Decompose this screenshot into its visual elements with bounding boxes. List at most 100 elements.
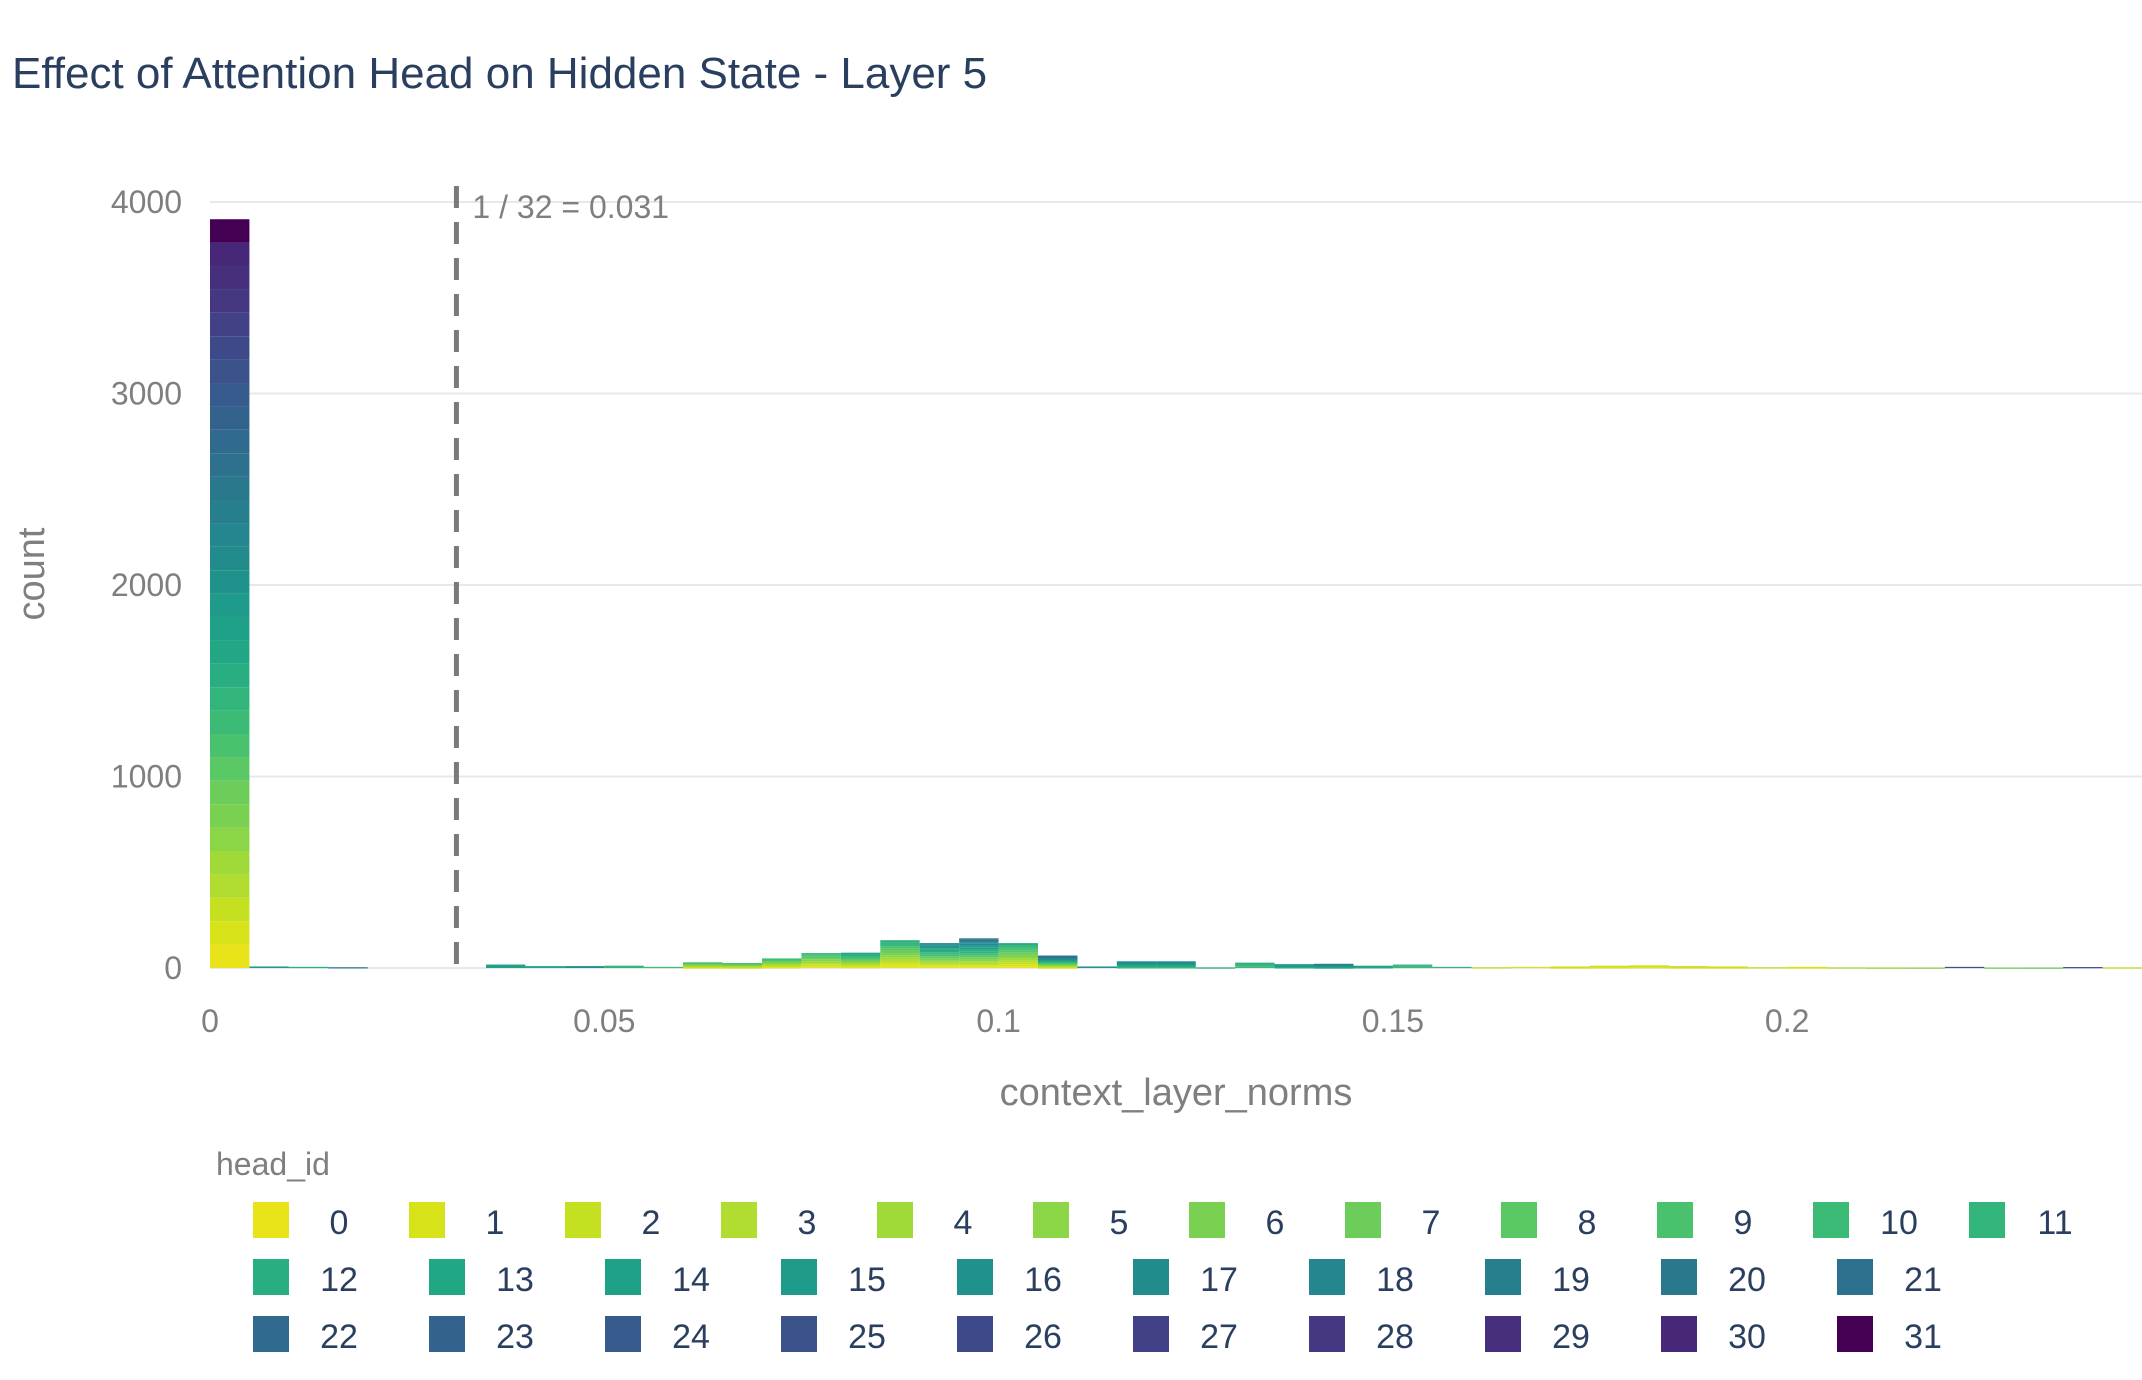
legend-item-head-11[interactable]: 11 [1969, 1202, 2073, 1242]
legend-item-head-3[interactable]: 3 [721, 1202, 816, 1242]
x-axis-title: context_layer_norms [1000, 1072, 1353, 1114]
legend-item-head-21[interactable]: 21 [1837, 1259, 1942, 1299]
legend-label: 8 [1578, 1204, 1597, 1242]
legend-swatch [605, 1316, 641, 1352]
legend-item-head-23[interactable]: 23 [429, 1316, 534, 1356]
bar-segment-head-9 [959, 954, 999, 956]
legend-item-head-28[interactable]: 28 [1309, 1316, 1414, 1356]
bar-segment-head-25 [2063, 967, 2103, 969]
legend-label: 15 [848, 1261, 886, 1299]
legend-item-head-8[interactable]: 8 [1501, 1202, 1596, 1242]
bar-segment-head-13 [1156, 965, 1196, 967]
bar-segment-head-9 [919, 954, 960, 957]
legend-item-head-10[interactable]: 10 [1813, 1202, 1918, 1242]
legend-swatch [1657, 1202, 1693, 1238]
bar-segment-head-2 [880, 961, 920, 964]
legend-item-head-4[interactable]: 4 [877, 1202, 972, 1242]
bar-segment-head-17 [210, 546, 250, 571]
legend-swatch [429, 1316, 465, 1352]
legend-item-head-20[interactable]: 20 [1661, 1259, 1766, 1299]
legend-swatch [781, 1259, 817, 1295]
bar-segment-head-5 [919, 960, 960, 962]
legend-item-head-9[interactable]: 9 [1657, 1202, 1752, 1242]
bar-segment-head-0 [959, 966, 999, 968]
legend-item-head-31[interactable]: 31 [1837, 1316, 1942, 1356]
legend-label: 13 [496, 1261, 534, 1299]
legend-item-head-7[interactable]: 7 [1345, 1202, 1440, 1242]
bar-segment-head-10 [959, 953, 999, 955]
legend-swatch [605, 1259, 641, 1295]
legend-item-head-30[interactable]: 30 [1661, 1316, 1766, 1356]
bar-segment-head-11 [840, 955, 881, 957]
legend-item-head-19[interactable]: 19 [1485, 1259, 1590, 1299]
legend-item-head-27[interactable]: 27 [1133, 1316, 1238, 1356]
legend-item-head-13[interactable]: 13 [429, 1259, 534, 1299]
legend-item-head-12[interactable]: 12 [253, 1259, 358, 1299]
bar-segment-head-1 [762, 966, 802, 968]
bar-segment-head-19 [959, 941, 999, 943]
legend-item-head-6[interactable]: 6 [1189, 1202, 1284, 1242]
bar-segment-head-7 [2023, 967, 2064, 969]
bar-segment-head-8 [210, 757, 250, 781]
bar-segment-head-2 [1629, 965, 1669, 967]
legend-label: 28 [1376, 1318, 1414, 1356]
bar-segment-head-12 [959, 950, 999, 952]
bar-segment-head-3 [762, 964, 802, 966]
legend-item-head-17[interactable]: 17 [1133, 1259, 1238, 1299]
legend-swatch [1133, 1259, 1169, 1295]
bar-segment-head-13 [525, 966, 565, 968]
legend-item-head-15[interactable]: 15 [781, 1259, 886, 1299]
bar-segment-head-5 [998, 956, 1038, 959]
legend-item-head-24[interactable]: 24 [605, 1316, 710, 1356]
bar-segment-head-18 [959, 942, 999, 944]
bar-segment-head-7 [840, 959, 881, 962]
bar-segment-head-11 [880, 942, 920, 945]
bar-segment-head-16 [1156, 962, 1196, 964]
bar-segment-head-12 [880, 940, 920, 943]
y-tick-label: 3000 [111, 376, 182, 412]
legend-label: 24 [672, 1318, 710, 1356]
legend-item-head-1[interactable]: 1 [409, 1202, 504, 1242]
legend-item-head-16[interactable]: 16 [957, 1259, 1062, 1299]
legend-label: 4 [954, 1204, 973, 1242]
legend-label: 16 [1024, 1261, 1062, 1299]
legend-item-head-29[interactable]: 29 [1485, 1316, 1590, 1356]
legend-item-head-5[interactable]: 5 [1033, 1202, 1128, 1242]
bar-segment-head-10 [643, 966, 684, 969]
legend-item-head-18[interactable]: 18 [1309, 1259, 1414, 1299]
bar-segment-head-10 [998, 946, 1038, 949]
legend-label: 1 [486, 1204, 505, 1242]
legend-item-head-2[interactable]: 2 [565, 1202, 660, 1242]
legend-swatch [1661, 1259, 1697, 1295]
legend-swatch [1133, 1316, 1169, 1352]
legend-item-head-0[interactable]: 0 [253, 1202, 348, 1242]
bar-segment-head-4 [801, 961, 841, 964]
bar-segment-head-10 [1156, 967, 1196, 969]
legend-swatch [1813, 1202, 1849, 1238]
legend-item-head-25[interactable]: 25 [781, 1316, 886, 1356]
bar-segment-head-11 [919, 952, 960, 954]
bar-segment-head-9 [210, 734, 250, 758]
bar-segment-head-15 [919, 947, 960, 949]
bar-segment-head-11 [998, 945, 1038, 947]
bar-segment-head-12 [1235, 962, 1275, 965]
legend-item-head-14[interactable]: 14 [605, 1259, 710, 1299]
bar-segment-head-11 [1392, 965, 1433, 967]
legend-label: 30 [1728, 1318, 1766, 1356]
legend-swatch [565, 1202, 601, 1238]
legend-item-head-26[interactable]: 26 [957, 1316, 1062, 1356]
bar-segment-head-11 [604, 965, 644, 968]
legend-label: 25 [848, 1318, 886, 1356]
legend-label: 3 [798, 1204, 817, 1242]
legend-label: 18 [1376, 1261, 1414, 1299]
legend-item-head-22[interactable]: 22 [253, 1316, 358, 1356]
bar-segment-head-15 [210, 593, 250, 618]
bar-segment-head-2 [1747, 967, 1788, 969]
chart-title: Effect of Attention Head on Hidden State… [12, 49, 987, 98]
bar-segment-head-11 [1235, 964, 1275, 967]
bar-segment-head-25 [210, 359, 250, 384]
bar-segment-head-30 [210, 242, 250, 267]
bar-segment-head-2 [762, 965, 802, 967]
bar-segment-head-15 [249, 966, 289, 968]
